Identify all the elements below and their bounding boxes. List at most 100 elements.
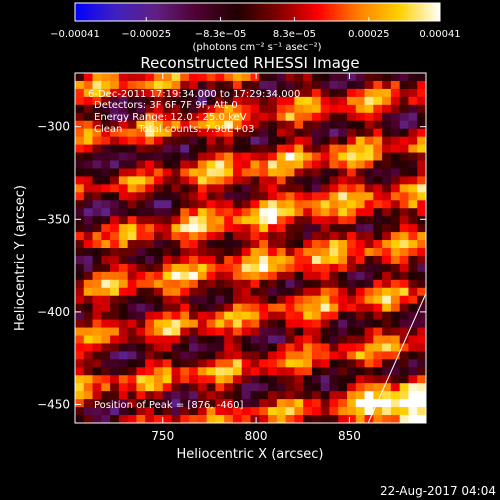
heatmap-cell: [417, 359, 426, 368]
heatmap-cell: [224, 248, 234, 257]
heatmap-cell: [83, 120, 94, 130]
heatmap-cell: [215, 104, 225, 114]
y-tick-label-0: −300: [37, 120, 70, 134]
heatmap-cell: [110, 96, 120, 106]
heatmap-cell: [215, 224, 225, 233]
heatmap-cell: [153, 88, 164, 98]
heatmap-cell: [118, 232, 129, 241]
heatmap-cell: [364, 351, 374, 360]
heatmap-cell: [171, 255, 181, 265]
heatmap-cell: [241, 104, 252, 114]
heatmap-cell: [417, 327, 426, 337]
heatmap-cell: [329, 335, 339, 345]
heatmap-cell: [241, 208, 252, 217]
heatmap-cell: [101, 311, 111, 321]
heatmap-cell: [127, 367, 138, 376]
heatmap-cell: [276, 96, 287, 106]
heatmap-cell: [189, 383, 199, 392]
heatmap-cell: [83, 407, 94, 416]
heatmap-cell: [241, 415, 252, 423]
heatmap-cell: [241, 263, 252, 273]
heatmap-cell: [320, 263, 331, 273]
heatmap-cell: [101, 73, 111, 82]
heatmap-cell: [180, 176, 190, 185]
plot-frame: [74, 72, 427, 424]
heatmap-cell: [399, 88, 410, 98]
heatmap-cell: [180, 271, 190, 281]
heatmap-cell: [171, 136, 181, 146]
heatmap-cell: [373, 112, 383, 122]
heatmap-cell: [162, 73, 173, 82]
heatmap-cell: [180, 232, 190, 241]
heatmap-cell: [303, 136, 313, 146]
heatmap-cell: [294, 415, 304, 423]
heatmap-cell: [408, 88, 418, 98]
heatmap-cell: [118, 375, 129, 384]
heatmap-cell: [250, 208, 260, 217]
heatmap-cell: [92, 359, 102, 368]
heatmap-cell: [417, 96, 426, 106]
heatmap-cell: [364, 287, 374, 297]
heatmap-cell: [355, 152, 366, 162]
heatmap-cell: [285, 144, 295, 154]
heatmap-cell: [101, 407, 111, 416]
heatmap-cell: [206, 343, 217, 352]
heatmap-cell: [268, 112, 278, 122]
heatmap-cell: [92, 168, 102, 177]
heatmap-cell: [390, 303, 401, 313]
heatmap-cell: [390, 160, 401, 170]
heatmap-cell: [329, 295, 339, 305]
heatmap-cell: [338, 184, 348, 193]
heatmap-cell: [417, 399, 426, 408]
heatmap-cell: [136, 295, 146, 305]
heatmap-cell: [364, 216, 374, 225]
heatmap-cell: [268, 335, 278, 345]
heatmap-cell: [206, 359, 217, 368]
heatmap-cell: [250, 343, 260, 352]
heatmap-cell: [232, 184, 243, 193]
heatmap-cell: [224, 263, 234, 273]
heatmap-cell: [276, 128, 287, 138]
heatmap-cell: [250, 80, 260, 90]
heatmap-cell: [303, 319, 313, 329]
heatmap-cell: [399, 248, 410, 257]
heatmap-cell: [189, 184, 199, 193]
heatmap-cell: [136, 73, 146, 82]
heatmap-cell: [373, 176, 383, 185]
heatmap-cell: [294, 208, 304, 217]
heatmap-cell: [153, 200, 164, 209]
heatmap-cell: [241, 176, 252, 185]
heatmap-cell: [399, 399, 410, 408]
heatmap-cell: [250, 319, 260, 329]
heatmap-cell: [347, 415, 357, 423]
heatmap-cell: [75, 311, 85, 321]
heatmap-cell: [329, 128, 339, 138]
colorbar-tick-label-4: 0.00025: [348, 29, 389, 40]
heatmap-cell: [118, 415, 129, 423]
heatmap-cell: [206, 255, 217, 265]
heatmap-cell: [364, 192, 374, 201]
heatmap-cell: [250, 240, 260, 249]
heatmap-cell: [118, 160, 129, 170]
heatmap-cell: [382, 128, 392, 138]
heatmap-cell: [189, 216, 199, 225]
heatmap-cell: [311, 136, 322, 146]
heatmap-cell: [329, 240, 339, 249]
heatmap-cell: [189, 263, 199, 273]
heatmap-cell: [241, 295, 252, 305]
heatmap-cell: [276, 407, 287, 416]
heatmap-cell: [171, 96, 181, 106]
heatmap-cell: [408, 240, 418, 249]
heatmap-cell: [417, 279, 426, 289]
heatmap-cell: [355, 383, 366, 392]
heatmap-cell: [153, 295, 164, 305]
heatmap-cell: [355, 399, 366, 408]
heatmap-cell: [382, 351, 392, 360]
heatmap-cell: [189, 375, 199, 384]
heatmap-cell: [355, 160, 366, 170]
heatmap-cell: [382, 263, 392, 273]
heatmap-cell: [364, 263, 374, 273]
heatmap-cell: [101, 248, 111, 257]
heatmap-cell: [364, 359, 374, 368]
heatmap-cell: [75, 120, 85, 130]
